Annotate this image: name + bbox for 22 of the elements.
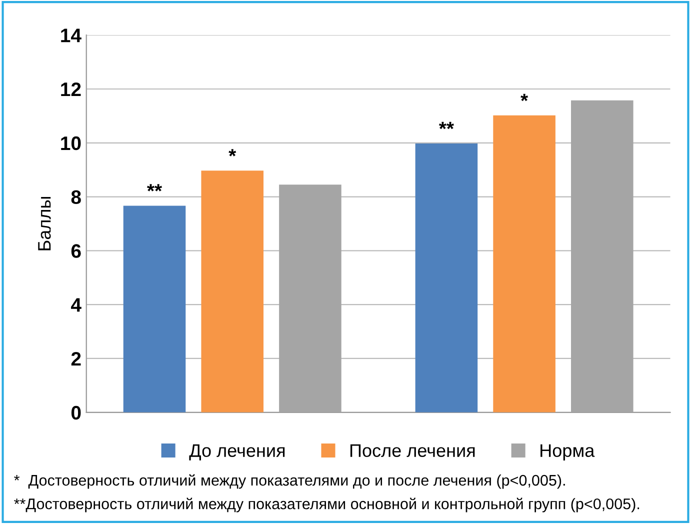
text: * Достоверность отличий между показателями до и после лечения (p<0,005).: [14, 474, 565, 489]
text: **Достоверность отличий между показателями основной и контрольной групп (p<0,005).: [14, 498, 640, 512]
annotation: *: [520, 94, 528, 102]
y-tick-label: 6: [71, 244, 81, 258]
annotation: *: [228, 149, 236, 156]
y-axis-title: Баллы: [38, 197, 51, 250]
legend-label: Норма: [540, 444, 595, 461]
y-tick-label: 0: [71, 406, 81, 420]
annotation: **: [438, 122, 454, 130]
bar: [415, 143, 478, 412]
bar: [201, 170, 264, 412]
y-tick-label: 14: [61, 28, 82, 42]
bar: [123, 206, 186, 412]
y-tick-label: 12: [61, 82, 81, 96]
legend-label: До лечения: [189, 444, 285, 460]
legend-label: После лечения: [350, 444, 475, 457]
y-tick-label: 8: [71, 190, 81, 204]
y-tick-label: 2: [71, 352, 81, 366]
annotation: **: [146, 184, 162, 192]
y-tick-label: 4: [70, 298, 82, 312]
bar: [493, 115, 556, 412]
y-tick-label: 10: [61, 136, 81, 150]
